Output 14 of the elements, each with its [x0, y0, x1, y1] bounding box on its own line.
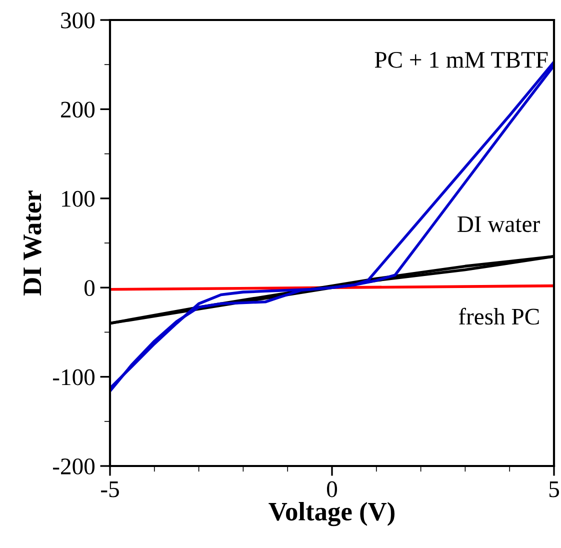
- y-axis-title: DI Water: [24, 190, 42, 296]
- y-tick-label: 300: [61, 12, 95, 28]
- y-tick-label: -200: [53, 458, 95, 474]
- y-tick-label: 200: [61, 102, 95, 118]
- series-label: PC + 1 mM TBTF: [374, 52, 548, 68]
- series-label: DI water: [458, 216, 540, 232]
- x-tick-label: 0: [326, 481, 338, 498]
- x-tick-label: 5: [549, 482, 559, 498]
- x-axis-title: Voltage (V): [268, 502, 394, 526]
- y-tick-label: 0: [84, 280, 95, 296]
- y-tick-label: 100: [62, 190, 95, 207]
- y-tick-label: -100: [53, 369, 95, 386]
- x-tick-label: -5: [101, 482, 119, 498]
- series-label: fresh PC: [458, 308, 539, 325]
